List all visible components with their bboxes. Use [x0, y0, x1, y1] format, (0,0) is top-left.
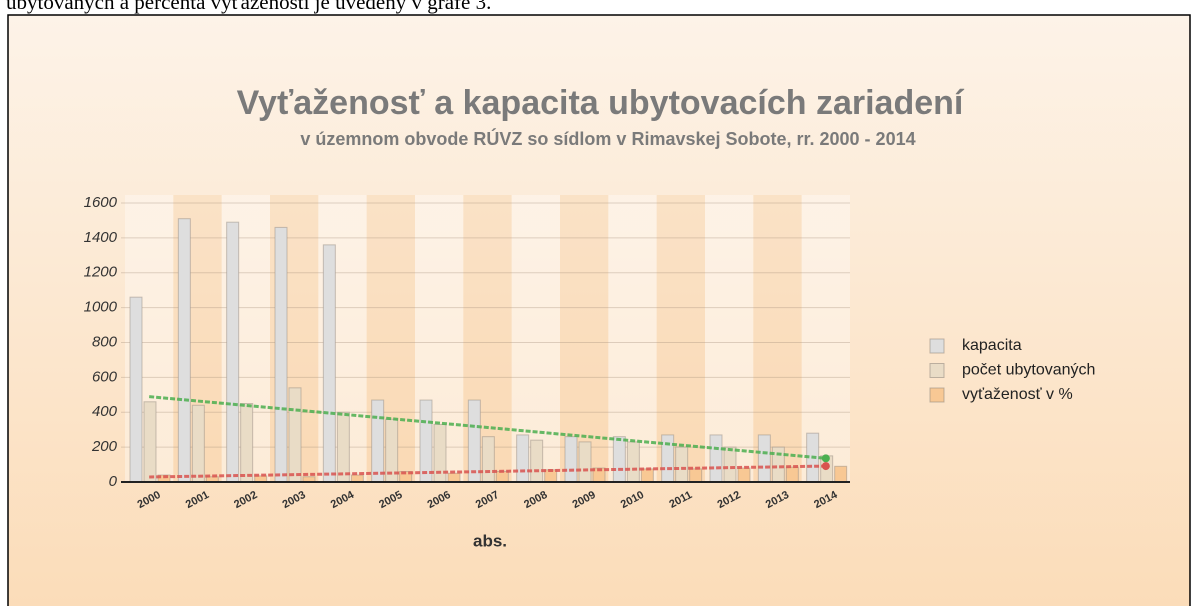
- bar: [322, 244, 336, 483]
- bar: [226, 221, 240, 483]
- bar: [371, 399, 385, 483]
- bar: [626, 441, 640, 483]
- bar: [447, 472, 461, 483]
- bar: [757, 434, 771, 483]
- bar: [661, 434, 675, 483]
- band-stripe: [511, 195, 560, 482]
- legend-label: kapacita: [962, 337, 1022, 354]
- bar: [240, 403, 254, 483]
- bar: [516, 434, 530, 483]
- x-axis-label: abs.: [473, 531, 507, 550]
- trend-end: [821, 462, 830, 471]
- bar: [612, 436, 626, 483]
- bar: [689, 468, 703, 483]
- bar: [723, 446, 737, 483]
- y-tick-label: 400: [92, 403, 118, 420]
- bar: [564, 436, 578, 483]
- trend-line: [149, 464, 826, 479]
- y-tick-label: 1000: [84, 299, 118, 316]
- bar: [578, 441, 592, 483]
- trend-end: [821, 454, 830, 463]
- bar: [495, 471, 509, 483]
- band-stripe: [753, 195, 802, 482]
- y-tick-label: 1400: [84, 229, 118, 246]
- bar: [640, 468, 654, 483]
- y-tick-label: 600: [92, 368, 118, 385]
- bar: [709, 434, 723, 483]
- bar: [467, 399, 481, 483]
- y-tick-label: 1200: [84, 264, 118, 281]
- y-tick-label: 200: [91, 438, 118, 455]
- bar: [336, 411, 350, 483]
- bar: [785, 466, 799, 483]
- legend-swatch: [929, 387, 945, 403]
- band-stripe: [656, 195, 705, 482]
- legend-label: vyťaženosť v %: [962, 386, 1073, 403]
- chart-frame: [7, 14, 1191, 606]
- band-stripe: [608, 195, 657, 482]
- bar: [481, 436, 495, 483]
- bar: [177, 218, 191, 483]
- legend-swatch: [929, 338, 945, 354]
- bar: [419, 399, 433, 483]
- legend-label: počet ubytovaných: [962, 362, 1095, 379]
- bar: [143, 401, 157, 483]
- bar: [191, 404, 205, 483]
- bar: [530, 439, 544, 483]
- chart-subtitle: v územnom obvode RÚVZ so sídlom v Rimavs…: [300, 128, 915, 149]
- band-stripe: [705, 195, 754, 482]
- document-text: ubytovaných a percenta vyťaženosti je uv…: [6, 0, 491, 14]
- legend-swatch: [929, 363, 945, 378]
- bar: [737, 467, 751, 483]
- y-tick-label: 1600: [84, 194, 118, 211]
- bar: [675, 446, 689, 483]
- bar: [274, 226, 288, 483]
- trend-line: [149, 395, 826, 460]
- bar: [129, 296, 143, 483]
- chart-title: Vyťaženosť a kapacita ubytovacích zariad…: [237, 84, 965, 122]
- bar: [288, 387, 302, 483]
- bar: [350, 474, 364, 483]
- y-tick-label: 0: [109, 473, 118, 490]
- y-tick-label: 800: [92, 333, 118, 350]
- bar: [834, 465, 848, 483]
